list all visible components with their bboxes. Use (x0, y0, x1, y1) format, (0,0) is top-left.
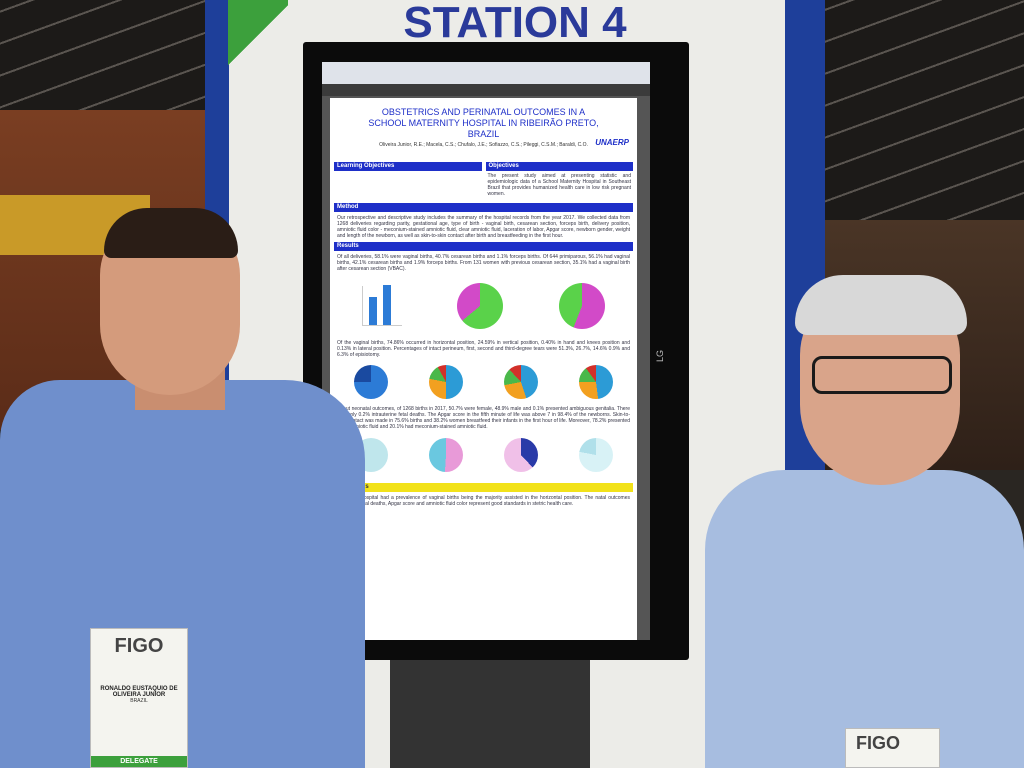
figure-row (334, 275, 633, 337)
monitor-brand: LG (655, 349, 665, 362)
paragraph: The present study aimed at presenting st… (487, 173, 632, 197)
paragraph: Of the vaginal births, 74.86% occurred i… (337, 340, 630, 358)
glasses (812, 356, 952, 394)
pdf-toolbar (322, 84, 650, 96)
section-heading: Results (334, 242, 633, 251)
badge: FIGO (845, 728, 940, 768)
section-heading: onclusions (334, 483, 633, 492)
paragraph: About neonatal outcomes, of 1268 births … (337, 406, 630, 430)
hair (104, 208, 238, 258)
section-heading: Objectives (485, 162, 633, 171)
paragraph: Of all deliveries, 58.1% were vaginal bi… (337, 254, 630, 272)
browser-toolbar (322, 62, 650, 84)
poster-title: OBSTETRICS AND PERINATAL OUTCOMES IN A S… (368, 107, 599, 139)
badge: FIGO RONALDO EUSTAQUIO DE OLIVEIRA JUNIO… (90, 628, 188, 768)
paragraph: Our retrospective and descriptive study … (337, 215, 630, 239)
badge-event: FIGO (114, 635, 164, 657)
paragraph: 2017, our hospital had a prevalence of v… (337, 495, 630, 507)
badge-country: BRAZIL (130, 698, 148, 704)
poster-authors: Oliveira Junior, R.E.; Macela, C.S.; Chu… (379, 142, 588, 148)
logo: UNAERP (595, 138, 629, 147)
section-heading: Method (334, 203, 633, 212)
person-right-shirt (705, 470, 1024, 768)
badge-name: RONALDO EUSTAQUIO DE OLIVEIRA JUNIOR (100, 686, 178, 698)
green-accent (228, 0, 288, 70)
figure-row (334, 433, 633, 477)
ceiling (820, 0, 1024, 230)
figure-row (334, 361, 633, 403)
hair (795, 275, 967, 335)
station-title: STATION 4 (403, 0, 627, 42)
badge-role: DELEGATE (91, 756, 187, 767)
section-heading: Learning Objectives (334, 162, 482, 171)
stand (390, 660, 590, 768)
poster: OBSTETRICS AND PERINATAL OUTCOMES IN A S… (330, 98, 637, 640)
